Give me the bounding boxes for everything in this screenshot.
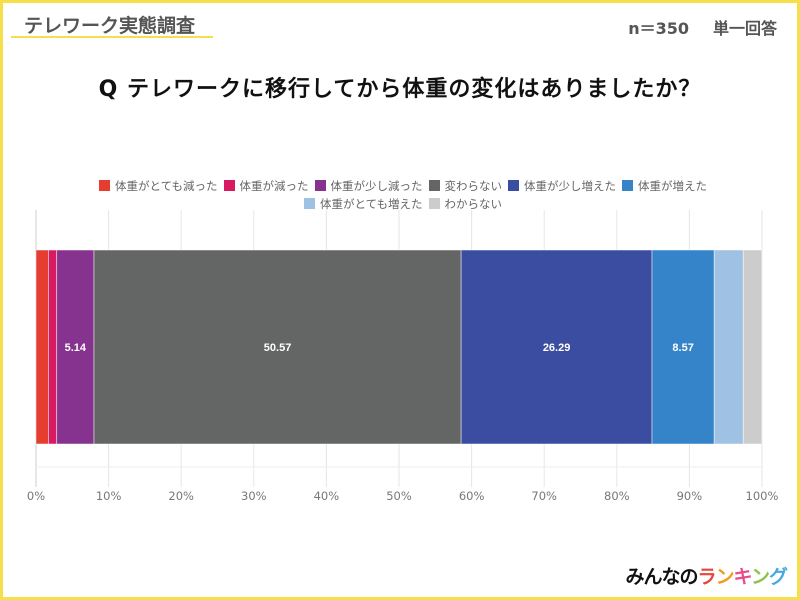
legend-item[interactable]: 変わらない: [428, 177, 503, 195]
legend-label: 体重が少し増えた: [524, 179, 617, 193]
legend-label: 体重が増えた: [638, 179, 708, 193]
x-tick-label: 80%: [604, 489, 630, 503]
logo-text-black: みんなの: [625, 566, 698, 588]
legend-item[interactable]: 体重が少し増えた: [508, 177, 616, 195]
logo-char: ン: [715, 566, 735, 588]
legend-label: 体重が少し減った: [330, 179, 423, 193]
x-tick-label: 0%: [27, 489, 45, 503]
x-tick-label: 10%: [96, 489, 122, 503]
question-title: Q テレワークに移行してから体重の変化はありましたか？: [98, 77, 702, 102]
minna-no-ranking-logo: みんなのランキング: [625, 562, 788, 589]
legend-item[interactable]: 体重が減った: [223, 177, 309, 195]
bar-segment[interactable]: [48, 249, 58, 445]
data-label: 5.14: [65, 342, 87, 354]
data-label: 8.57: [672, 342, 693, 354]
legend-label: 体重が減った: [239, 179, 309, 193]
title-underline: [11, 36, 213, 38]
legend-swatch: [314, 180, 326, 191]
logo-char: グ: [768, 566, 788, 588]
bar-segment[interactable]: [93, 249, 462, 445]
x-tick-label: 70%: [531, 489, 557, 503]
logo-char: ン: [750, 566, 770, 588]
stacked-bar-chart: 0% 10% 20% 30% 40% 50% 60% 70% 80% 90% 100% 5.14 50.…: [27, 210, 779, 503]
bar-segment[interactable]: [713, 249, 744, 445]
x-tick-label: 60%: [459, 489, 485, 503]
logo-char: キ: [733, 566, 752, 588]
legend-label: わからない: [444, 197, 503, 211]
data-label: 26.29: [543, 342, 571, 354]
legend-swatch: [223, 180, 235, 191]
answer-type: 単一回答: [712, 19, 777, 38]
x-tick-label: 30%: [241, 489, 267, 503]
survey-meta: n＝350 単一回答: [604, 15, 777, 39]
x-tick-label: 90%: [677, 489, 703, 503]
legend-swatch: [428, 180, 440, 191]
legend-label: 体重がとても減った: [114, 179, 218, 193]
legend-swatch: [622, 180, 634, 191]
sample-size: n＝350: [628, 19, 689, 38]
x-tick-label: 50%: [386, 489, 412, 503]
legend-item[interactable]: 体重が増えた: [622, 177, 707, 195]
x-tick-label: 20%: [168, 489, 194, 503]
bar-segment[interactable]: [35, 249, 49, 445]
x-tick-label: 100%: [746, 489, 779, 503]
x-tick-label: 40%: [314, 489, 340, 503]
legend-item[interactable]: 体重がとても増えた: [303, 195, 423, 213]
data-label: 50.57: [264, 342, 292, 354]
chart-legend: 体重がとても減った 体重が減った 体重が少し減った 変わらない 体重が少し増えた 体重が増…: [63, 177, 743, 213]
legend-swatch: [428, 198, 440, 209]
legend-item[interactable]: 体重が少し減った: [314, 177, 423, 195]
legend-label: 体重がとても増えた: [319, 197, 423, 211]
legend-item[interactable]: 体重がとても減った: [98, 177, 218, 195]
logo-char: ラ: [697, 566, 717, 588]
bar-segment[interactable]: [460, 249, 653, 445]
legend-item[interactable]: わからない: [428, 195, 503, 213]
survey-title: テレワーク実態調査: [24, 15, 196, 37]
legend-label: 変わらない: [444, 179, 503, 193]
legend-swatch: [508, 180, 520, 191]
legend-swatch: [98, 180, 110, 191]
bar-segment[interactable]: [56, 249, 95, 445]
legend-swatch: [303, 198, 315, 209]
bar-segment[interactable]: [651, 249, 715, 445]
bar-segment[interactable]: [742, 249, 763, 445]
